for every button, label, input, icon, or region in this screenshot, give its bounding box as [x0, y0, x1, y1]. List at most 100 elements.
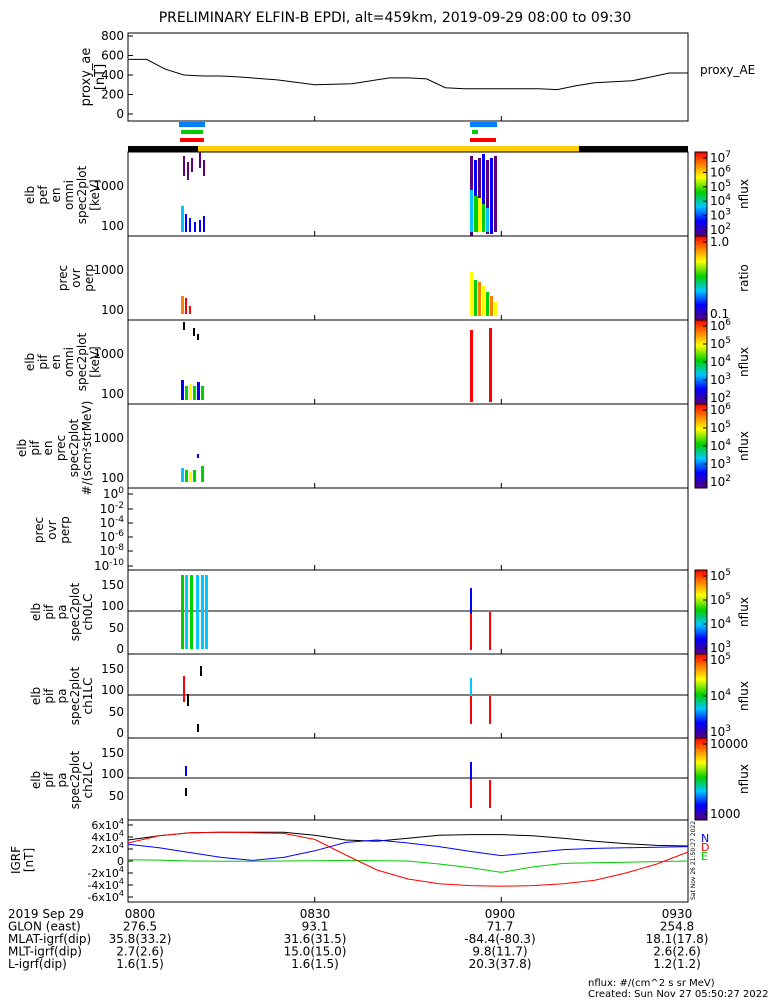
p3-pixel	[189, 384, 192, 400]
ae-ytick-label: 0	[116, 107, 124, 121]
ae-ylabel-unit: [nT]	[93, 64, 108, 90]
panel1-ylabel: elbpefenomnispec2plot[keV]	[23, 165, 102, 224]
p2-pixel	[490, 296, 493, 316]
panel1-frame	[127, 151, 689, 237]
p1-pixel	[199, 152, 201, 168]
ae-ytick-label: 600	[101, 49, 124, 63]
panel2-ytick-100: 100	[101, 303, 124, 317]
cb2-tick-label: 1.0	[710, 235, 729, 249]
p6-pixel	[181, 575, 184, 649]
orbit-tick-table: 2019 Sep 29 0800 0830 0900 0930 GLON (east) 27…	[8, 116, 708, 971]
ae-ytick-label: 800	[101, 29, 124, 43]
cb4-tick-label: 103	[710, 456, 731, 471]
panel-ion-energy-spectrum: 1000 100 elbpifenomnispec2plot[keV]	[23, 319, 689, 405]
p6-pixel	[470, 614, 472, 650]
p8-pixel	[185, 788, 187, 796]
igrf-legend-e: E	[701, 850, 708, 863]
cb5-tick-label: 105	[710, 568, 731, 583]
panel-pitch-angle-ch1: 150 100 50 0 elbpifpaspec2plotch1LC	[29, 653, 689, 740]
p1-pixel	[474, 196, 478, 232]
panel5-frame	[127, 487, 689, 571]
igrf-ylabel: IGRF[nT]	[9, 846, 36, 874]
panel8-ylabel: elbpifpaspec2plotch2LC	[29, 750, 95, 809]
cb7-label: nflux	[737, 764, 751, 794]
cb6-tick-label: 104	[710, 688, 731, 703]
panel2-ylabel: precovrperp	[56, 264, 96, 292]
panel5-ytick-label: 10-4	[100, 515, 125, 530]
p3-pixel	[197, 334, 199, 340]
igrf-ytick-label: -6x104	[87, 889, 124, 904]
p3-pixel	[489, 328, 492, 402]
p1-pixel	[189, 218, 191, 232]
cb1-tick-label: 106	[710, 164, 731, 179]
p4-pixel	[201, 466, 204, 482]
panel4-ytick-100: 100	[101, 471, 124, 485]
panel3-frame	[127, 319, 689, 405]
p8-pixel	[185, 766, 187, 776]
igrf-ytick-label: -2x104	[87, 865, 124, 880]
tick-row-value: 0800	[125, 907, 156, 921]
panel-precipitation-ratio: 1000 100 precovrperp	[56, 235, 689, 321]
igrf-legend-n: N	[701, 832, 709, 845]
orbit-bar-yellow	[198, 146, 579, 152]
panel-pitch-angle-ch0: 150 100 50 0 elbpifpaspec2plotch0LC	[29, 569, 689, 656]
tick-row-value: 1.6(1.5)	[116, 957, 164, 971]
p3-pixel	[470, 330, 473, 402]
created-footnote: Created: Sun Nov 27 05:50:27 2022	[588, 989, 768, 1000]
p2-pixel	[181, 296, 184, 314]
p4-pixel	[185, 470, 188, 482]
tick-row-label: MLAT-igrf(dip)	[8, 932, 91, 946]
cb3-tick-label: 106	[710, 318, 731, 333]
tick-row-value: 71.7	[487, 920, 514, 934]
marker-blue-1	[179, 122, 205, 127]
igrf-ytick-label: 0	[117, 855, 124, 868]
panel2-ytick-1000: 1000	[93, 263, 124, 277]
p3-pixel	[193, 328, 195, 336]
panel7-spectrogram	[183, 666, 491, 732]
marker-red-1	[180, 138, 204, 142]
panel8-ytick-150: 150	[101, 746, 124, 760]
ae-panel: 0 200 400 600 800 proxy_ae [nT] proxy_AE	[79, 29, 755, 122]
panel4-ytick-1000: 1000	[93, 431, 124, 445]
p1-pixel	[183, 156, 185, 176]
cb1-tick-label: 107	[710, 150, 731, 165]
p4-pixel	[189, 472, 192, 482]
p1-pixel	[478, 158, 481, 230]
tick-row-label: 2019 Sep 29	[8, 907, 84, 921]
p1-pixel	[191, 158, 193, 172]
panel7-ylabel: elbpifpaspec2plotch1LC	[29, 666, 95, 725]
cb5-tick-label: 104	[710, 616, 731, 631]
p2-pixel	[189, 306, 191, 314]
tick-row-value: 18.1(17.8)	[646, 932, 709, 946]
tick-row-value: 254.8	[660, 920, 694, 934]
panel6-ytick-0: 0	[116, 642, 124, 656]
p3-pixel	[185, 386, 188, 400]
cb4-label: nflux	[737, 431, 751, 461]
cb3-tick-label: 102	[710, 390, 731, 405]
panel5-ytick-label: 10-8	[100, 543, 125, 558]
cb1-tick-label: 104	[710, 193, 731, 208]
panel8-ytick-100: 100	[101, 767, 124, 781]
cb1-tick-label: 105	[710, 179, 731, 194]
tick-row-value: 93.1	[302, 920, 329, 934]
cb6-tick-label: 105	[710, 652, 731, 667]
p1-pixel	[470, 190, 473, 232]
colorbar-ticks: 107106105104103102nflux1.00.1ratio106105…	[703, 150, 751, 821]
p1-pixel	[478, 198, 481, 232]
cb1-tick-label: 103	[710, 208, 731, 223]
tick-row-value: 15.0(15.0)	[284, 945, 347, 959]
igrf-series-blue	[127, 839, 689, 861]
p4-pixel	[193, 470, 196, 482]
igrf-ytick-label: 6x104	[91, 817, 124, 832]
panel3-ytick-1000: 1000	[93, 347, 124, 361]
p6-pixel	[470, 588, 472, 616]
panel1-ytick-1000: 1000	[93, 179, 124, 193]
cb4-tick-label: 104	[710, 438, 731, 453]
p2-pixel	[470, 272, 473, 316]
marker-red-2	[470, 138, 496, 142]
cb4-tick-label: 105	[710, 420, 731, 435]
